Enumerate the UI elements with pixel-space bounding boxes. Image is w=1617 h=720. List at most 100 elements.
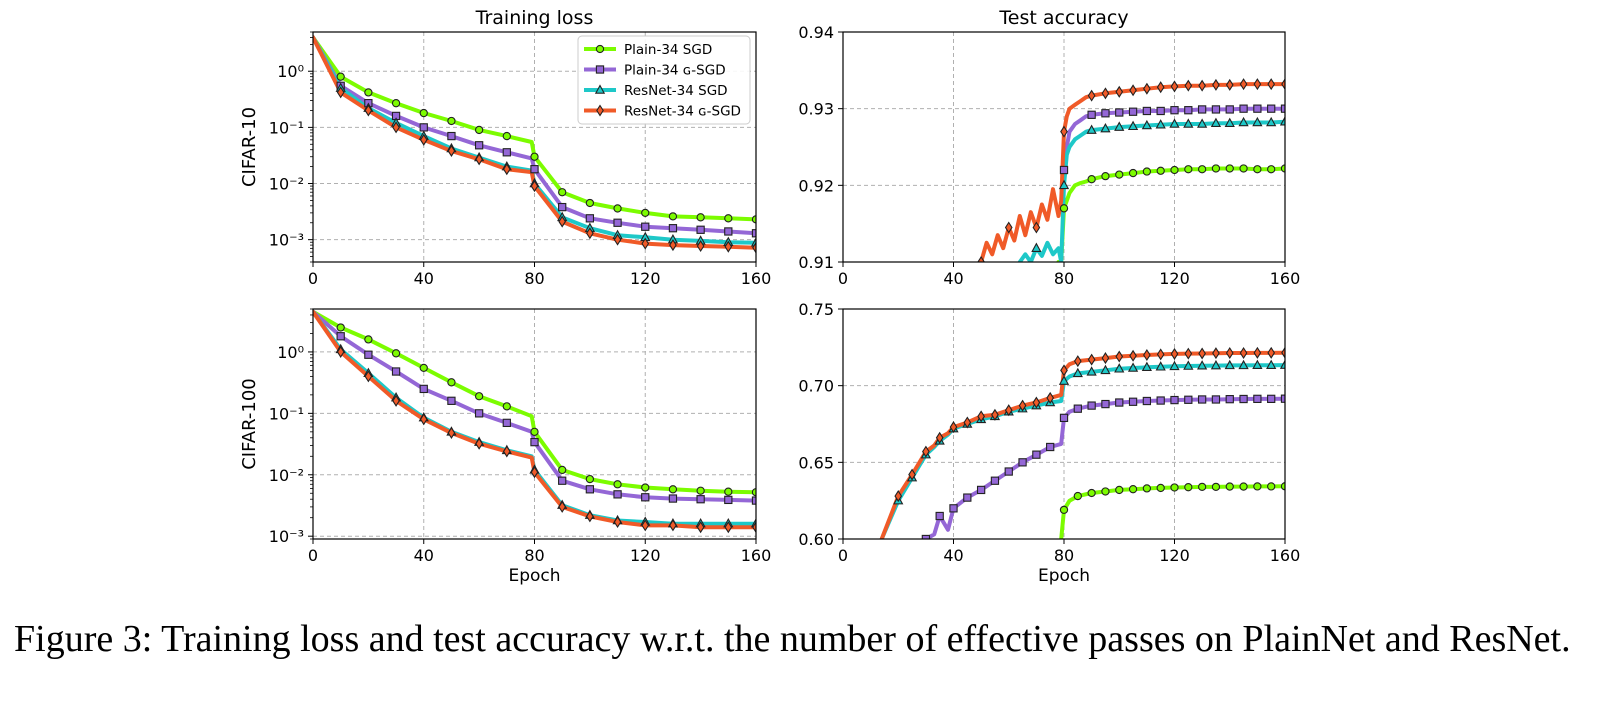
series-marker (1253, 394, 1262, 404)
series-marker (752, 241, 756, 254)
y-tick-label: 0.60 (798, 530, 834, 549)
series-marker (1253, 78, 1262, 91)
series-marker (1032, 450, 1041, 459)
x-tick-label: 120 (1159, 546, 1190, 565)
series-marker (1170, 395, 1179, 405)
y-tick-label: 0.75 (798, 300, 834, 319)
series-marker (336, 72, 345, 81)
series-marker (502, 402, 511, 411)
series-marker (1280, 164, 1285, 173)
series-marker (1170, 165, 1179, 175)
series-marker (419, 133, 428, 146)
series-marker (1224, 117, 1235, 127)
series-marker (1031, 242, 1042, 252)
series-marker (1170, 106, 1179, 115)
series-marker (1279, 359, 1285, 369)
x-tick-label: 160 (1270, 269, 1301, 288)
series-marker (391, 367, 401, 376)
series-marker (419, 108, 428, 118)
series-line (313, 35, 756, 250)
series-marker (1156, 81, 1165, 94)
series-marker (1141, 361, 1153, 372)
series-marker (1060, 125, 1068, 138)
series-marker (1142, 484, 1152, 493)
series-marker (1101, 171, 1110, 181)
y-tick-label: 0.65 (798, 453, 834, 472)
series-marker (1156, 106, 1165, 116)
series-marker (1059, 165, 1069, 175)
x-tick-label: 40 (943, 546, 963, 565)
series-marker (1225, 346, 1234, 360)
series-marker (1211, 482, 1221, 492)
series-marker (1073, 404, 1082, 413)
panel-xlabel: Epoch (508, 566, 560, 586)
series-marker (977, 255, 985, 262)
series-marker (1086, 366, 1097, 376)
series-marker (558, 188, 567, 197)
series-marker (1046, 391, 1055, 404)
panel-3: 0 40 80 120 160 10⁻³ 10⁻² 10⁻¹ 10⁰ CIFAR-100 Epoch (239, 308, 771, 586)
series-marker (1059, 505, 1069, 515)
series-marker (1101, 399, 1110, 409)
series-marker (751, 215, 756, 224)
series-marker (1253, 346, 1262, 359)
series-marker (391, 99, 401, 108)
series-marker (963, 416, 972, 429)
series-marker (336, 345, 345, 358)
series-marker (1156, 483, 1165, 493)
series-group (977, 78, 1285, 262)
series-marker (963, 493, 972, 502)
series-marker (364, 335, 373, 344)
series-marker (1155, 361, 1166, 371)
panel-title: Test accuracy (998, 7, 1128, 29)
series-marker (1197, 482, 1207, 492)
series-marker (1087, 175, 1096, 184)
series-marker (668, 224, 678, 233)
series-marker (1267, 394, 1276, 404)
series-marker (1225, 164, 1234, 173)
series-marker (1239, 346, 1248, 360)
series-marker (1184, 106, 1193, 115)
x-tick-label: 80 (1054, 269, 1074, 288)
x-tick-label: 120 (630, 546, 661, 565)
series-line (313, 35, 756, 236)
series-marker (1059, 204, 1069, 213)
series-marker (1156, 348, 1165, 361)
series-marker (1129, 349, 1137, 362)
series-marker (530, 152, 539, 161)
series-marker (1169, 360, 1180, 371)
series-marker (1072, 367, 1083, 378)
series-marker (1239, 164, 1248, 173)
x-tick-label: 120 (630, 269, 661, 288)
y-tick-label: 10⁻² (269, 466, 304, 485)
series-marker (922, 445, 930, 458)
series-marker (1183, 118, 1194, 128)
series-marker (641, 493, 650, 502)
series-marker (1115, 85, 1124, 98)
series-marker (1238, 116, 1249, 127)
series-marker (613, 480, 622, 489)
series-marker (1087, 488, 1096, 498)
series-marker (724, 495, 733, 505)
legend-label: Plain-34 SGD (624, 42, 712, 58)
series-marker (1253, 165, 1262, 174)
series-marker (585, 198, 595, 208)
series-marker (1253, 104, 1262, 113)
figure-caption: Figure 3: Training loss and test accurac… (14, 618, 1571, 660)
series-marker (1196, 360, 1208, 370)
series-marker (1183, 360, 1194, 370)
panel-4: 0 40 80 120 160 0.60 0.65 0.70 0.75 Epoch (798, 300, 1300, 586)
series-group (879, 346, 1285, 539)
series-marker (1087, 353, 1096, 366)
series-marker (949, 421, 958, 434)
series-marker (502, 418, 511, 428)
series-marker (641, 222, 650, 231)
series-marker (1032, 396, 1041, 409)
series-marker (1225, 395, 1234, 404)
series-marker (474, 141, 484, 150)
series-marker (668, 485, 678, 494)
series-marker (1239, 104, 1248, 113)
series-marker (1142, 106, 1152, 116)
y-tick-label: 0.94 (798, 23, 834, 42)
series-marker (1128, 107, 1138, 116)
